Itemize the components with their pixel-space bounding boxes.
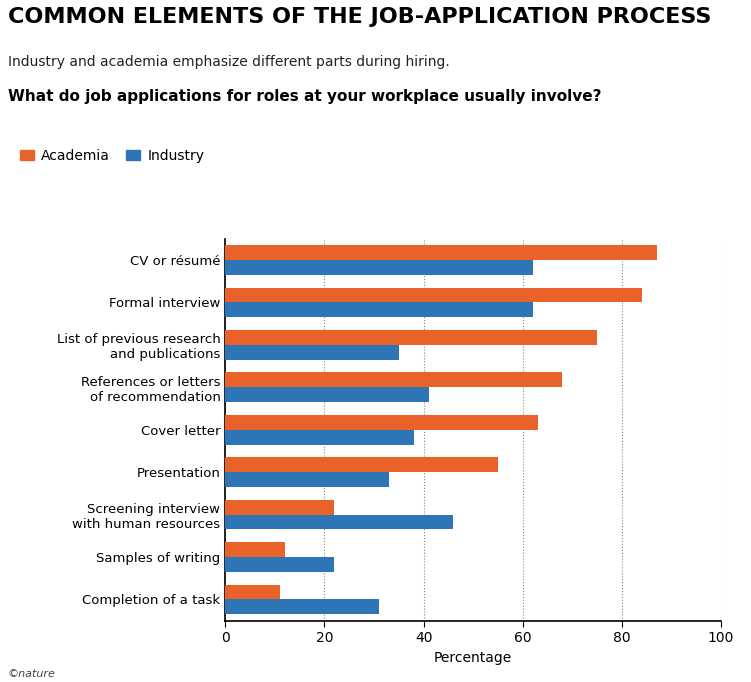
- Bar: [225, 415, 538, 430]
- Bar: [225, 514, 454, 529]
- Text: Industry and academia emphasize different parts during hiring.: Industry and academia emphasize differen…: [8, 55, 449, 69]
- X-axis label: Percentage: Percentage: [434, 651, 512, 664]
- Bar: [225, 245, 656, 260]
- Bar: [225, 345, 399, 359]
- Bar: [225, 584, 280, 599]
- Bar: [225, 542, 285, 557]
- Bar: [225, 457, 498, 472]
- Bar: [225, 260, 532, 275]
- Bar: [225, 387, 429, 402]
- Bar: [225, 430, 414, 445]
- Bar: [225, 500, 334, 514]
- Text: ©nature: ©nature: [8, 668, 56, 679]
- Bar: [225, 472, 389, 487]
- Bar: [225, 557, 334, 572]
- Bar: [225, 302, 532, 317]
- Bar: [225, 599, 379, 614]
- Text: What do job applications for roles at your workplace usually involve?: What do job applications for roles at yo…: [8, 89, 601, 104]
- Bar: [225, 330, 597, 345]
- Bar: [225, 372, 562, 387]
- Legend: Academia, Industry: Academia, Industry: [14, 143, 210, 168]
- Bar: [225, 288, 641, 302]
- Text: COMMON ELEMENTS OF THE JOB-APPLICATION PROCESS: COMMON ELEMENTS OF THE JOB-APPLICATION P…: [8, 7, 711, 27]
